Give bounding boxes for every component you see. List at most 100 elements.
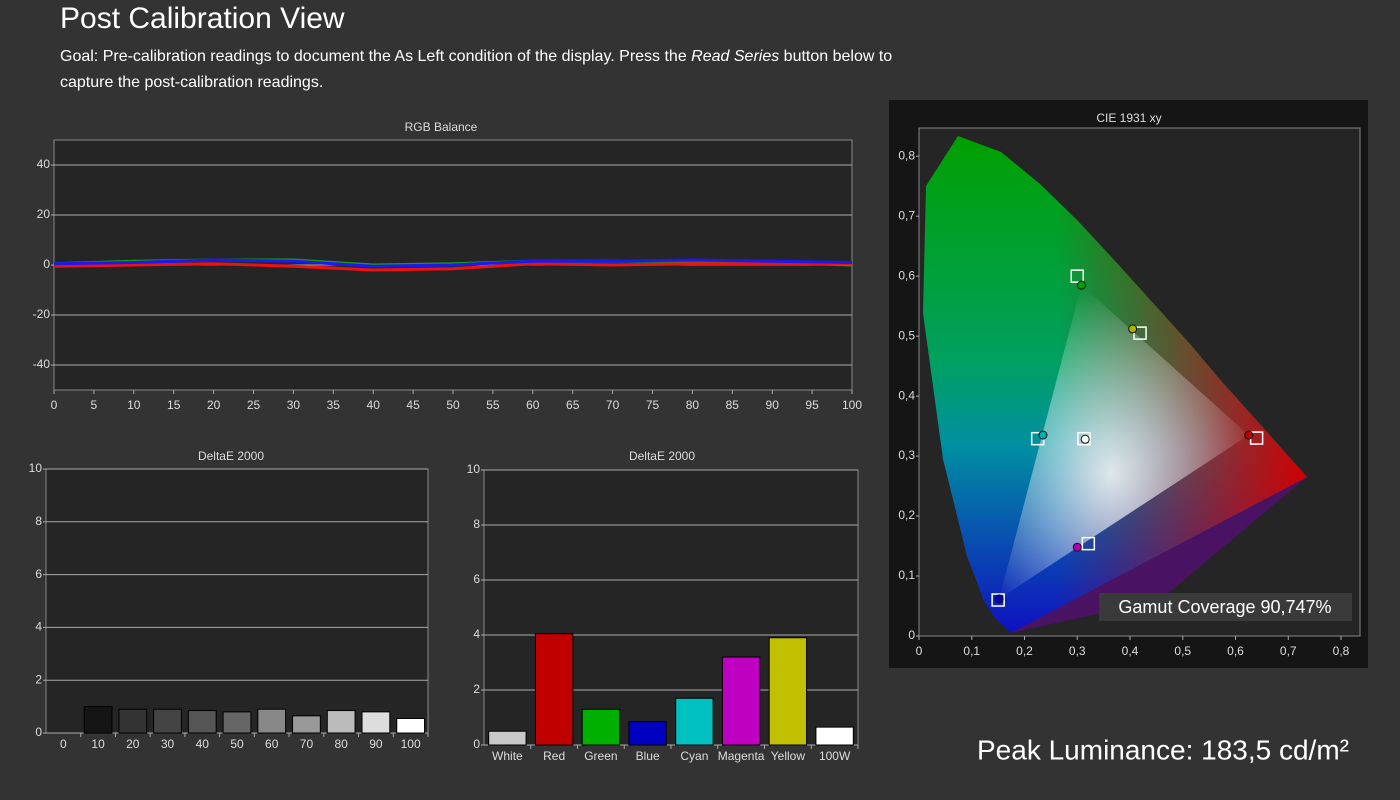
chart-title: DeltaE 2000 (629, 449, 695, 463)
x-tick-label: Red (543, 749, 565, 763)
x-tick-label: 60 (526, 398, 540, 412)
x-tick-label: 0,1 (963, 644, 980, 658)
x-tick-label: 90 (369, 737, 383, 751)
series-line (53, 262, 852, 272)
y-tick-label: 0,8 (898, 148, 915, 162)
y-tick-label: 0,1 (898, 568, 915, 582)
x-tick-label: 100 (401, 737, 421, 751)
y-tick-label: 0,3 (898, 448, 915, 462)
goal-text: Goal: Pre-calibration readings to docume… (60, 44, 920, 96)
x-tick-label: 0 (60, 737, 67, 751)
x-tick-label: 10 (127, 398, 141, 412)
goal-part: button below to capture the post-calibra… (60, 48, 893, 91)
y-tick-label: 20 (37, 207, 51, 221)
bar (396, 717, 426, 734)
page-title: Post Calibration View (60, 2, 345, 35)
y-tick-label: 0 (908, 628, 915, 642)
gamut-coverage: Gamut Coverage 90,747% (1118, 597, 1331, 617)
bar (83, 706, 113, 734)
bar (361, 711, 391, 734)
y-tick-label: 0 (35, 725, 42, 739)
bar (534, 633, 574, 746)
x-tick-label: 25 (247, 398, 261, 412)
x-tick-label: 80 (335, 737, 349, 751)
x-tick-label: 45 (406, 398, 420, 412)
x-tick-label: 50 (446, 398, 460, 412)
bar (815, 726, 854, 746)
x-tick-label: 40 (367, 398, 381, 412)
x-tick-label: 35 (327, 398, 341, 412)
y-tick-label: 10 (467, 462, 481, 476)
bar (153, 708, 182, 734)
target-point (1081, 536, 1096, 551)
y-tick-label: -20 (33, 307, 51, 321)
x-tick-label: 80 (686, 398, 700, 412)
x-tick-label: 95 (805, 398, 819, 412)
x-tick-label: 20 (207, 398, 221, 412)
x-tick-label: 10 (91, 737, 105, 751)
y-tick-label: 2 (35, 672, 42, 686)
x-tick-label: 55 (486, 398, 500, 412)
x-tick-label: 90 (766, 398, 780, 412)
x-tick-label: Cyan (680, 749, 708, 763)
y-tick-label: 0 (43, 257, 50, 271)
x-tick-label: Green (584, 749, 617, 763)
gamut-triangle (999, 285, 1249, 599)
bar (187, 710, 217, 734)
target-point (1070, 269, 1085, 283)
x-tick-label: 0,2 (1016, 644, 1033, 658)
x-tick-label: 0 (51, 398, 58, 412)
goal-part: Goal: Pre-calibration readings to docume… (60, 48, 692, 65)
x-tick-label: 50 (230, 737, 244, 751)
y-tick-label: 0 (473, 737, 480, 751)
x-tick-label: 0,4 (1122, 644, 1139, 658)
y-tick-label: 0,2 (898, 508, 915, 522)
y-tick-label: 40 (37, 157, 51, 171)
y-tick-label: 0,5 (898, 328, 915, 342)
y-tick-label: 8 (473, 517, 480, 531)
x-tick-label: 30 (161, 737, 175, 751)
bar (721, 656, 761, 746)
x-tick-label: 60 (265, 737, 279, 751)
x-tick-label: 0,3 (1069, 644, 1086, 658)
y-tick-label: 8 (35, 514, 42, 528)
x-tick-label: Magenta (718, 749, 765, 763)
x-tick-label: 0,8 (1333, 644, 1350, 658)
x-tick-label: 65 (566, 398, 580, 412)
measured-point (1076, 280, 1086, 290)
measured-point (994, 594, 1004, 604)
gamut-box (1099, 593, 1352, 621)
measured-point (1038, 430, 1048, 440)
x-tick-label: 85 (726, 398, 740, 412)
x-tick-label: 0,6 (1227, 644, 1244, 658)
x-tick-label: 40 (196, 737, 210, 751)
delta-gray-plot-area (45, 468, 429, 734)
x-tick-label: 30 (287, 398, 301, 412)
x-tick-label: 75 (646, 398, 660, 412)
chart-title: DeltaE 2000 (198, 449, 264, 463)
locus-purple-tint (1011, 477, 1307, 633)
y-tick-label: 6 (473, 572, 480, 586)
bar (581, 708, 621, 746)
y-tick-label: 0,7 (898, 208, 915, 222)
y-tick-label: 4 (35, 620, 42, 634)
x-tick-label: Yellow (771, 749, 806, 763)
x-tick-label: White (492, 749, 523, 763)
x-tick-label: Blue (636, 749, 660, 763)
measured-point (1128, 324, 1138, 334)
peak-luminance: Peak Luminance: 183,5 cd/m² (977, 734, 1349, 765)
series-line (53, 258, 853, 268)
bar (628, 721, 667, 746)
measured-point (1080, 434, 1090, 444)
x-tick-label: 0 (916, 644, 923, 658)
y-tick-label: 0,4 (898, 388, 915, 402)
y-tick-label: 4 (473, 627, 480, 641)
measured-point (1244, 430, 1254, 440)
x-tick-label: 0,5 (1174, 644, 1191, 658)
x-tick-label: 0,7 (1280, 644, 1297, 658)
bar (118, 708, 148, 734)
chart-title: CIE 1931 xy (1096, 111, 1161, 125)
x-tick-label: 20 (126, 737, 140, 751)
